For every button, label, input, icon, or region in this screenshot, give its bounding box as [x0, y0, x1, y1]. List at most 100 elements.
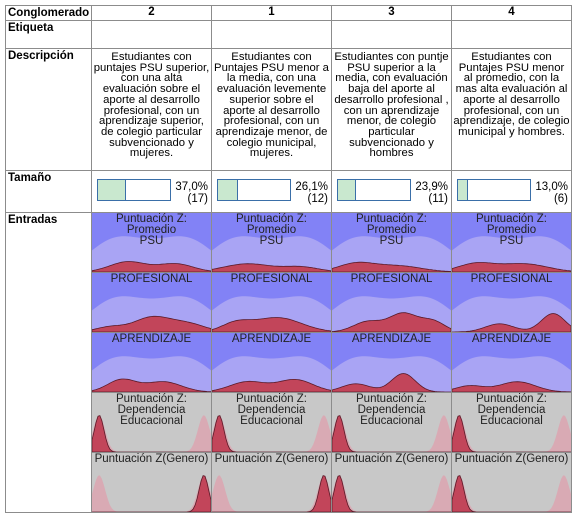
size-count: (11) [428, 193, 448, 205]
input-cell: PROFESIONAL [451, 272, 572, 333]
label-cell [91, 20, 212, 49]
row-label: Descripción [5, 48, 92, 171]
cluster-distribution [92, 415, 211, 452]
distribution-plot [212, 333, 331, 392]
header-label: Conglomerado [5, 5, 92, 21]
input-label: PROFESIONAL [110, 273, 193, 285]
input-label: Puntuación Z: Dependencia Educacional [116, 393, 187, 427]
label-cell [211, 20, 332, 49]
description: Estudiantes con puntje PSU superior a la… [331, 48, 452, 171]
input-label: Puntuación Z: Promedio PSU [116, 213, 187, 247]
distribution-plot [92, 333, 211, 392]
input-cell: Puntuación Z: Dependencia Educacional [451, 392, 572, 453]
input-label: Puntuación Z: Dependencia Educacional [476, 393, 547, 427]
distribution-plot [452, 213, 571, 272]
distribution-plot [212, 393, 331, 452]
input-cell: APRENDIZAJE [91, 332, 212, 393]
cluster-distribution [212, 317, 331, 332]
cluster-distribution [212, 475, 331, 512]
description: Estudiantes con puntajes PSU superior, c… [91, 48, 212, 171]
cluster-header: 4 [451, 5, 572, 21]
input-cell: Puntuación Z(Genero) [451, 452, 572, 513]
plot-background [92, 453, 211, 512]
input-label: Puntuación Z(Genero) [94, 453, 209, 465]
cluster-distribution [332, 312, 451, 332]
input-label: APRENDIZAJE [471, 333, 552, 345]
cluster-distribution [452, 262, 571, 272]
size-count: (6) [553, 193, 568, 205]
description: Estudiantes con Puntajes PSU menor a la … [211, 48, 332, 171]
size-count: (17) [187, 193, 208, 205]
cluster-distribution [212, 379, 331, 392]
distribution-plot [332, 273, 451, 332]
distribution-plot [332, 453, 451, 512]
input-label: Puntuación Z(Genero) [334, 453, 449, 465]
plot-background [92, 393, 211, 452]
size-cell: 23,9% (11) [331, 170, 452, 213]
cluster-distribution [92, 475, 211, 512]
distribution-plot [452, 453, 571, 512]
input-label: PROFESIONAL [230, 273, 313, 285]
cluster-distribution [452, 475, 571, 512]
size-bar [338, 180, 357, 200]
size-bar-frame [337, 179, 411, 201]
input-label: APRENDIZAJE [111, 333, 192, 345]
input-label: Puntuación Z: Dependencia Educacional [236, 393, 307, 427]
row-label: Etiqueta [5, 20, 92, 49]
distribution-plot [92, 273, 211, 332]
distribution-plot [212, 453, 331, 512]
plot-background [452, 453, 571, 512]
input-cell: PROFESIONAL [91, 272, 212, 333]
size-cell: 37,0% (17) [91, 170, 212, 213]
input-cell: PROFESIONAL [211, 272, 332, 333]
cluster-distribution [212, 263, 331, 272]
size-percent: 13,0% [535, 181, 568, 193]
size-percent: 37,0% [175, 181, 208, 193]
input-cell: Puntuación Z: Promedio PSU [211, 212, 332, 273]
size-bar-frame [217, 179, 291, 201]
input-label: PROFESIONAL [470, 273, 553, 285]
size-percent: 23,9% [415, 181, 448, 193]
cluster-header: 3 [331, 5, 452, 21]
input-cell: Puntuación Z(Genero) [211, 452, 332, 513]
cluster-distribution [332, 261, 451, 272]
input-label: APRENDIZAJE [351, 333, 432, 345]
input-cell: APRENDIZAJE [331, 332, 452, 393]
cluster-distribution [452, 313, 571, 332]
cluster-distribution [332, 373, 451, 392]
distribution-plot [332, 213, 451, 272]
size-cell: 26,1% (12) [211, 170, 332, 213]
distribution-plot [332, 333, 451, 392]
input-cell: Puntuación Z: Promedio PSU [331, 212, 452, 273]
cluster-distribution [212, 415, 331, 452]
plot-background [332, 393, 451, 452]
plot-background [332, 453, 451, 512]
distribution-plot [212, 273, 331, 332]
input-label: Puntuación Z: Dependencia Educacional [356, 393, 427, 427]
cluster-distribution [92, 315, 211, 332]
input-cell: PROFESIONAL [331, 272, 452, 333]
overall-distribution [332, 356, 451, 392]
input-cell: Puntuación Z(Genero) [91, 452, 212, 513]
row-label: Tamaño [5, 170, 92, 213]
size-bar [98, 180, 126, 200]
size-bar [458, 180, 469, 200]
distribution-plot [452, 393, 571, 452]
label-cell [331, 20, 452, 49]
distribution-plot [92, 393, 211, 452]
cluster-distribution [332, 475, 451, 512]
input-cell: Puntuación Z: Promedio PSU [451, 212, 572, 273]
input-cell: Puntuación Z(Genero) [331, 452, 452, 513]
input-label: Puntuación Z: Promedio PSU [236, 213, 307, 247]
overall-distribution [452, 356, 571, 392]
input-label: Puntuación Z(Genero) [454, 453, 569, 465]
cluster-distribution [452, 415, 571, 452]
cluster-header: 1 [211, 5, 332, 21]
size-count: (12) [307, 193, 328, 205]
overall-distribution [212, 236, 331, 272]
size-bar-frame [97, 179, 171, 201]
plot-background [212, 393, 331, 452]
input-cell: Puntuación Z: Dependencia Educacional [91, 392, 212, 453]
input-cell: APRENDIZAJE [451, 332, 572, 393]
